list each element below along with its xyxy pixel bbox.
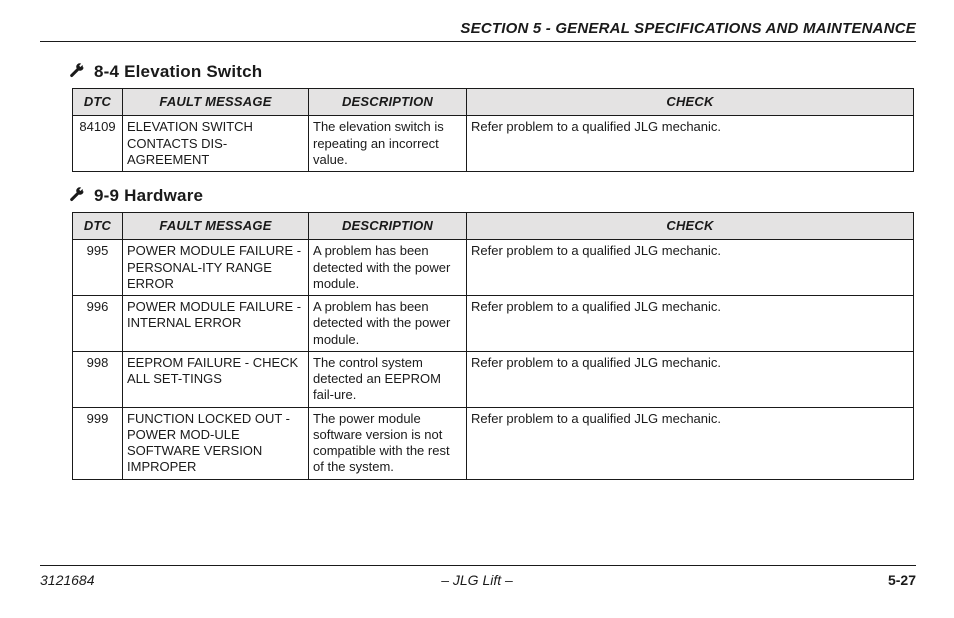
subsection-head-hardware: 9-9 Hardware — [68, 186, 916, 206]
section-header: SECTION 5 - GENERAL SPECIFICATIONS AND M… — [40, 20, 916, 41]
table-hardware: DTC FAULT MESSAGE DESCRIPTION CHECK 995 … — [72, 212, 914, 480]
cell-desc: The control system detected an EEPROM fa… — [309, 351, 467, 407]
col-header-desc: DESCRIPTION — [309, 89, 467, 116]
page-body: SECTION 5 - GENERAL SPECIFICATIONS AND M… — [0, 0, 954, 514]
cell-desc: The elevation switch is repeating an inc… — [309, 116, 467, 172]
table-row: 995 POWER MODULE FAILURE - PERSONAL-ITY … — [73, 240, 914, 296]
cell-dtc: 995 — [73, 240, 123, 296]
table-row: 998 EEPROM FAILURE - CHECK ALL SET-TINGS… — [73, 351, 914, 407]
col-header-check: CHECK — [467, 89, 914, 116]
col-header-dtc: DTC — [73, 213, 123, 240]
cell-desc: The power module software version is not… — [309, 407, 467, 479]
table-row: 999 FUNCTION LOCKED OUT - POWER MOD-ULE … — [73, 407, 914, 479]
col-header-fault: FAULT MESSAGE — [123, 89, 309, 116]
cell-check: Refer problem to a qualified JLG mechani… — [467, 240, 914, 296]
subsection-head-elevation: 8-4 Elevation Switch — [68, 62, 916, 82]
table-row: 84109 ELEVATION SWITCH CONTACTS DIS-AGRE… — [73, 116, 914, 172]
table-row: 996 POWER MODULE FAILURE - INTERNAL ERRO… — [73, 296, 914, 352]
subsection-title-hardware: 9-9 Hardware — [94, 186, 203, 206]
page-number: 5-27 — [888, 572, 916, 588]
doc-number: 3121684 — [40, 572, 95, 588]
footer-row: 3121684 – JLG Lift – 5-27 — [40, 572, 916, 588]
col-header-fault: FAULT MESSAGE — [123, 213, 309, 240]
cell-dtc: 996 — [73, 296, 123, 352]
top-rule — [40, 41, 916, 42]
table-header-row: DTC FAULT MESSAGE DESCRIPTION CHECK — [73, 89, 914, 116]
table-elevation: DTC FAULT MESSAGE DESCRIPTION CHECK 8410… — [72, 88, 914, 172]
col-header-check: CHECK — [467, 213, 914, 240]
subsection-elevation: 8-4 Elevation Switch DTC FAULT MESSAGE D… — [40, 62, 916, 172]
wrench-icon — [68, 63, 86, 81]
subsection-hardware: 9-9 Hardware DTC FAULT MESSAGE DESCRIPTI… — [40, 186, 916, 480]
table-header-row: DTC FAULT MESSAGE DESCRIPTION CHECK — [73, 213, 914, 240]
cell-fault: EEPROM FAILURE - CHECK ALL SET-TINGS — [123, 351, 309, 407]
cell-fault: POWER MODULE FAILURE - PERSONAL-ITY RANG… — [123, 240, 309, 296]
cell-check: Refer problem to a qualified JLG mechani… — [467, 407, 914, 479]
cell-fault: POWER MODULE FAILURE - INTERNAL ERROR — [123, 296, 309, 352]
page-footer: 3121684 – JLG Lift – 5-27 — [0, 565, 954, 588]
cell-dtc: 999 — [73, 407, 123, 479]
cell-desc: A problem has been detected with the pow… — [309, 296, 467, 352]
subsection-title-elevation: 8-4 Elevation Switch — [94, 62, 262, 82]
cell-check: Refer problem to a qualified JLG mechani… — [467, 351, 914, 407]
wrench-icon — [68, 187, 86, 205]
cell-dtc: 998 — [73, 351, 123, 407]
cell-check: Refer problem to a qualified JLG mechani… — [467, 116, 914, 172]
bottom-rule — [40, 565, 916, 566]
cell-fault: ELEVATION SWITCH CONTACTS DIS-AGREEMENT — [123, 116, 309, 172]
col-header-dtc: DTC — [73, 89, 123, 116]
cell-dtc: 84109 — [73, 116, 123, 172]
footer-center: – JLG Lift – — [0, 572, 954, 588]
cell-fault: FUNCTION LOCKED OUT - POWER MOD-ULE SOFT… — [123, 407, 309, 479]
col-header-desc: DESCRIPTION — [309, 213, 467, 240]
cell-desc: A problem has been detected with the pow… — [309, 240, 467, 296]
cell-check: Refer problem to a qualified JLG mechani… — [467, 296, 914, 352]
